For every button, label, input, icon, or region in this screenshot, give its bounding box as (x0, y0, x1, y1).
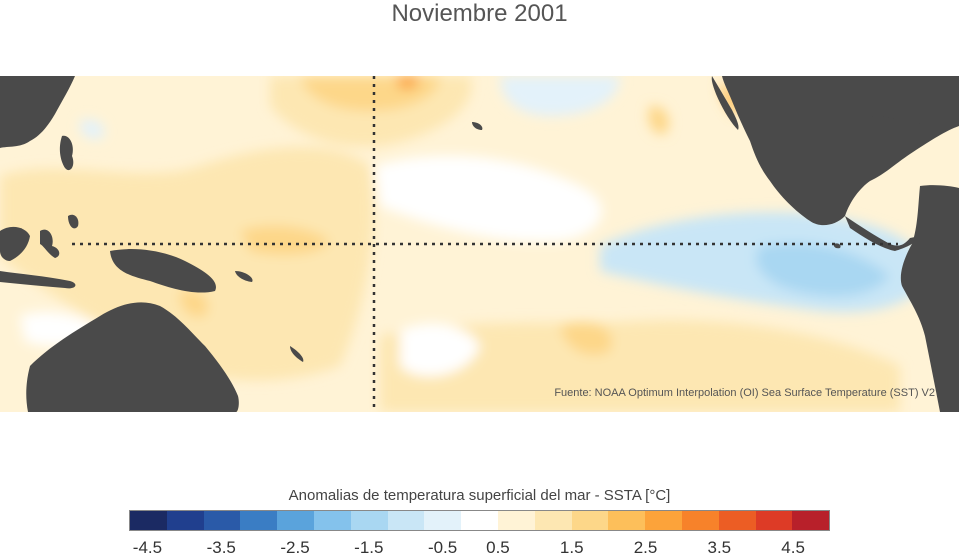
cool-patch-1 (79, 119, 105, 140)
baja-california (711, 76, 739, 130)
colorbar-swatch (497, 511, 535, 530)
colorbar-swatch (461, 511, 498, 530)
australia (26, 302, 239, 412)
north-america (722, 76, 959, 226)
colorbar-title: Anomalias de temperatura superficial del… (288, 487, 671, 504)
colorbar-swatch (571, 511, 609, 530)
warm-region-south-central (380, 320, 900, 412)
neutral-region-central (375, 155, 602, 242)
colorbar-swatch (792, 511, 830, 530)
cool-region-east-core (756, 242, 890, 297)
colorbar-swatch (755, 511, 793, 530)
colorbar-tick-label: -3.5 (206, 538, 236, 557)
new-guinea (110, 249, 216, 293)
colorbar-swatch (166, 511, 204, 530)
colorbar-swatch (240, 511, 278, 530)
borneo (0, 226, 30, 261)
colorbar-swatch (313, 511, 351, 530)
warm-region-equatorial-west (240, 225, 330, 255)
colorbar-tick-label: -4.5 (132, 538, 163, 557)
sulawesi (40, 229, 60, 258)
reference-lines (72, 76, 898, 412)
colorbar-tick-label: 0.5 (486, 538, 510, 557)
land (0, 76, 959, 412)
colorbar-tick-label: -2.5 (280, 538, 310, 557)
sst-anomaly-map (0, 76, 959, 412)
galapagos (833, 243, 841, 249)
solomon-islands (235, 271, 253, 282)
south-america (900, 185, 959, 412)
colorbar-swatch (681, 511, 719, 530)
map-title: Noviembre 2001 (391, 0, 568, 27)
asia-mainland (0, 76, 75, 148)
neutral-region-south (400, 323, 480, 377)
colorbar-swatch (350, 511, 388, 530)
colorbar-swatch (608, 511, 646, 530)
warm-patch-1 (648, 105, 670, 135)
colorbar (129, 510, 830, 531)
colorbar-swatch (387, 511, 425, 530)
colorbar-swatch (534, 511, 572, 530)
cuba (870, 114, 932, 133)
new-caledonia (290, 346, 304, 362)
philippines (59, 135, 74, 171)
colorbar-tick-label: -0.5 (427, 538, 458, 557)
halmahera (68, 214, 79, 229)
hawaii-islands (472, 122, 483, 130)
cool-region-north-east (500, 76, 620, 116)
colorbar-swatch (130, 511, 167, 530)
colorbar-tick-label: 3.5 (707, 538, 732, 557)
colorbar-swatch (718, 511, 756, 530)
colorbar-tick-label: -1.5 (354, 538, 384, 557)
warm-patch-2 (560, 322, 612, 355)
colorbar-swatch (203, 511, 241, 530)
warm-patch-4 (395, 76, 420, 89)
colorbar-tick-label: 2.5 (633, 538, 658, 557)
colorbar-swatch (424, 511, 462, 530)
java-sumatra (0, 271, 76, 289)
colorbar-swatch (277, 511, 314, 530)
warm-patch-3 (179, 290, 209, 318)
colorbar-swatch (645, 511, 682, 530)
colorbar-tick-label: 4.5 (781, 538, 805, 557)
colorbar-tick-label: 1.5 (559, 538, 584, 557)
source-note: Fuente: NOAA Optimum Interpolation (OI) … (554, 387, 935, 399)
